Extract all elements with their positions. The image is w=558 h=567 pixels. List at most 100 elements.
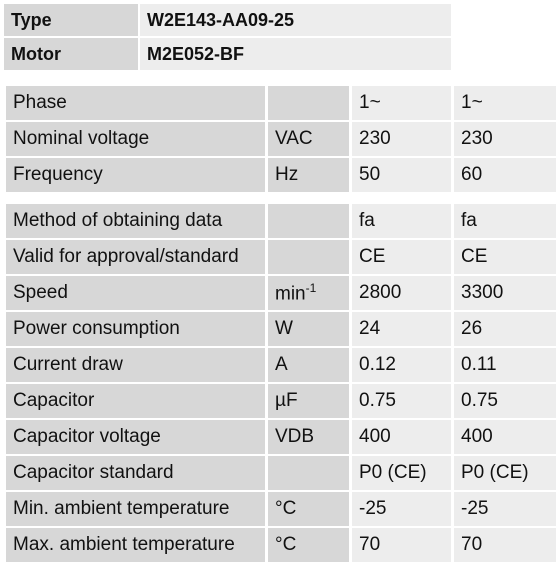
unit: min-1 [268,276,349,310]
value-50hz: 230 [352,122,451,156]
cell-text: 24 [359,318,381,339]
row-label: Capacitor [6,384,265,418]
cell-text: 0.75 [461,390,498,411]
cell-text: 70 [359,534,381,555]
cell-text: Speed [13,282,68,303]
value-50hz: 400 [352,420,451,454]
value-50hz: 0.75 [352,384,451,418]
row-label: Capacitor standard [6,456,265,490]
cell-text: -1 [305,280,317,295]
cell-text: Power consumption [13,318,180,339]
value-60hz: CE [454,240,556,274]
value-50hz: CE [352,240,451,274]
cell-text: Nominal voltage [13,128,150,149]
cell-text: 2800 [359,282,402,303]
value-60hz: 70 [454,528,556,562]
value-60hz: P0 (CE) [454,456,556,490]
unit [268,204,349,238]
cell-text: Valid for approval/standard [13,246,239,267]
cell-text: 0.12 [359,354,396,375]
header-value: M2E052-BF [140,38,451,70]
row-label: Method of obtaining data [6,204,265,238]
cell-text: Motor [11,43,61,64]
cell-text: -25 [359,498,387,519]
unit: A [268,348,349,382]
unit [268,86,349,120]
cell-text: °C [275,534,297,555]
cell-text: VAC [275,128,313,149]
unit: Hz [268,158,349,192]
header-label: Motor [4,38,138,70]
cell-text: Hz [275,164,299,185]
cell-text: 26 [461,318,483,339]
cell-text: A [275,354,288,375]
value-50hz: P0 (CE) [352,456,451,490]
cell-text: Capacitor voltage [13,426,161,447]
unit: VDB [268,420,349,454]
cell-text: M2E052-BF [147,43,245,64]
cell-text: 400 [461,426,493,447]
unit-text: min-1 [275,281,316,305]
header-value: W2E143-AA09-25 [140,4,451,36]
cell-text: 50 [359,164,381,185]
value-60hz: 230 [454,122,556,156]
cell-text: 3300 [461,282,504,303]
cell-text: W [275,318,293,339]
cell-text: Frequency [13,164,103,185]
row-label: Phase [6,86,265,120]
cell-text: Method of obtaining data [13,210,223,231]
cell-text: 1~ [359,92,381,113]
header-label: Type [4,4,138,36]
value-60hz: 1~ [454,86,556,120]
value-50hz: -25 [352,492,451,526]
cell-text: °C [275,498,297,519]
cell-text: µF [275,390,298,411]
cell-text: VDB [275,426,315,447]
unit: VAC [268,122,349,156]
cell-text: min [275,283,306,305]
cell-text: Min. ambient temperature [13,498,230,519]
value-60hz: 0.75 [454,384,556,418]
cell-text: 0.75 [359,390,396,411]
value-50hz: 1~ [352,86,451,120]
row-label: Valid for approval/standard [6,240,265,274]
row-label: Nominal voltage [6,122,265,156]
cell-text: 1~ [461,92,483,113]
cell-text: P0 (CE) [359,462,427,483]
row-label: Current draw [6,348,265,382]
unit [268,456,349,490]
cell-text: 230 [461,128,493,149]
row-label: Power consumption [6,312,265,346]
value-60hz: -25 [454,492,556,526]
value-50hz: fa [352,204,451,238]
unit: W [268,312,349,346]
value-60hz: 3300 [454,276,556,310]
cell-text: Capacitor [13,390,95,411]
cell-text: P0 (CE) [461,462,529,483]
value-60hz: 60 [454,158,556,192]
row-label: Capacitor voltage [6,420,265,454]
cell-text: fa [461,210,477,231]
unit [268,240,349,274]
cell-text: CE [461,246,488,267]
cell-text: Capacitor standard [13,462,174,483]
cell-text: 60 [461,164,483,185]
cell-text: 0.11 [461,354,497,375]
value-50hz: 24 [352,312,451,346]
unit: °C [268,528,349,562]
value-50hz: 2800 [352,276,451,310]
cell-text: Current draw [13,354,123,375]
cell-text: 400 [359,426,391,447]
row-label: Min. ambient temperature [6,492,265,526]
value-60hz: fa [454,204,556,238]
cell-text: CE [359,246,386,267]
value-50hz: 50 [352,158,451,192]
cell-text: -25 [461,498,489,519]
row-label: Speed [6,276,265,310]
value-60hz: 26 [454,312,556,346]
value-50hz: 70 [352,528,451,562]
row-label: Max. ambient temperature [6,528,265,562]
unit: °C [268,492,349,526]
value-50hz: 0.12 [352,348,451,382]
